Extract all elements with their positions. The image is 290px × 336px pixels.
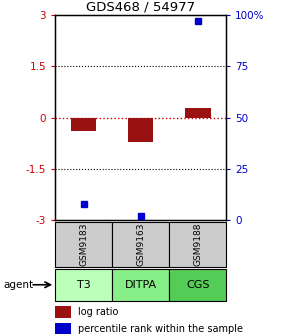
Bar xyxy=(112,269,169,301)
Text: percentile rank within the sample: percentile rank within the sample xyxy=(78,324,243,334)
Bar xyxy=(55,222,112,267)
Bar xyxy=(128,118,153,142)
Text: GSM9183: GSM9183 xyxy=(79,223,88,266)
Bar xyxy=(169,269,226,301)
Bar xyxy=(55,269,112,301)
Text: T3: T3 xyxy=(77,280,90,290)
Title: GDS468 / 54977: GDS468 / 54977 xyxy=(86,1,195,14)
Bar xyxy=(71,118,97,131)
Text: log ratio: log ratio xyxy=(78,307,118,317)
Text: agent: agent xyxy=(3,280,33,290)
Bar xyxy=(55,306,71,318)
Text: GSM9163: GSM9163 xyxy=(136,223,145,266)
Bar xyxy=(112,222,169,267)
Text: CGS: CGS xyxy=(186,280,209,290)
Text: GSM9188: GSM9188 xyxy=(193,223,202,266)
Bar xyxy=(185,108,211,118)
Text: DITPA: DITPA xyxy=(125,280,157,290)
Bar xyxy=(169,222,226,267)
Bar xyxy=(55,323,71,334)
